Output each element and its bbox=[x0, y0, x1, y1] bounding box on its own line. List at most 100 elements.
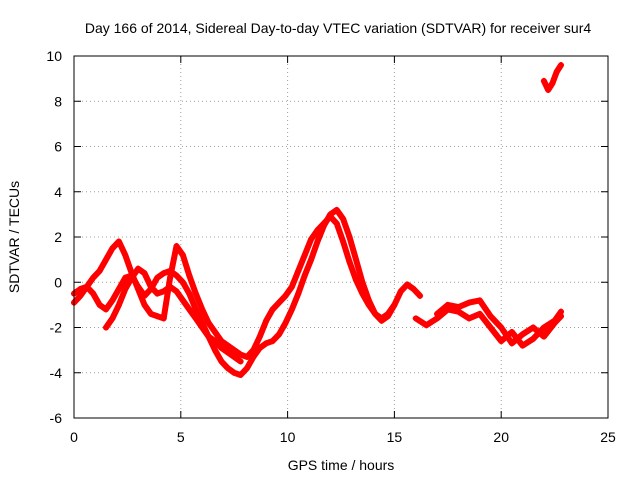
data-point bbox=[122, 286, 129, 293]
data-point bbox=[378, 315, 385, 322]
data-point bbox=[269, 306, 276, 313]
data-point bbox=[211, 338, 218, 345]
data-point bbox=[205, 333, 212, 340]
data-point bbox=[109, 315, 116, 322]
data-point bbox=[487, 324, 494, 331]
data-point bbox=[211, 329, 218, 336]
data-point bbox=[455, 304, 462, 311]
x-tick-label: 10 bbox=[280, 429, 296, 445]
data-point bbox=[224, 349, 231, 356]
data-point bbox=[263, 317, 270, 324]
data-point bbox=[558, 62, 565, 69]
data-point bbox=[160, 315, 167, 322]
data-point bbox=[186, 306, 193, 313]
data-point bbox=[276, 331, 283, 338]
y-tick-label: 8 bbox=[54, 93, 62, 109]
grid bbox=[74, 56, 608, 418]
data-point bbox=[173, 272, 180, 279]
data-point bbox=[308, 236, 315, 243]
x-tick-label: 25 bbox=[600, 429, 616, 445]
data-point bbox=[276, 299, 283, 306]
data-point bbox=[314, 238, 321, 245]
data-point bbox=[231, 353, 238, 360]
data-point bbox=[231, 347, 238, 354]
x-tick-label: 5 bbox=[177, 429, 185, 445]
data-point bbox=[553, 68, 560, 75]
chart-title: Day 166 of 2014, Sidereal Day-to-day VTE… bbox=[85, 20, 591, 36]
data-point bbox=[173, 288, 180, 295]
data-point bbox=[179, 279, 186, 286]
data-point bbox=[487, 313, 494, 320]
data-point bbox=[340, 238, 347, 245]
data-point bbox=[540, 77, 547, 84]
data-point bbox=[314, 227, 321, 234]
data-point bbox=[109, 245, 116, 252]
data-point bbox=[173, 243, 180, 250]
data-point bbox=[186, 290, 193, 297]
data-point bbox=[231, 369, 238, 376]
data-point bbox=[115, 301, 122, 308]
data-point bbox=[476, 310, 483, 317]
data-point bbox=[295, 267, 302, 274]
data-point bbox=[218, 358, 225, 365]
data-point bbox=[466, 299, 473, 306]
data-point bbox=[301, 252, 308, 259]
data-point bbox=[498, 324, 505, 331]
data-point bbox=[301, 272, 308, 279]
data-point bbox=[549, 80, 556, 87]
data-point bbox=[346, 258, 353, 265]
data-point bbox=[160, 270, 167, 277]
data-point bbox=[466, 315, 473, 322]
data-point bbox=[250, 347, 257, 354]
data-point bbox=[128, 274, 135, 281]
data-point bbox=[83, 283, 90, 290]
data-series bbox=[71, 62, 565, 379]
data-point bbox=[192, 306, 199, 313]
data-point bbox=[256, 344, 263, 351]
data-point bbox=[167, 274, 174, 281]
data-point bbox=[186, 272, 193, 279]
data-point bbox=[135, 265, 142, 272]
data-point bbox=[540, 333, 547, 340]
data-point bbox=[103, 324, 110, 331]
x-axis-label: GPS time / hours bbox=[288, 457, 395, 473]
data-point bbox=[250, 353, 257, 360]
y-tick-label: 2 bbox=[54, 229, 62, 245]
data-point bbox=[508, 340, 515, 347]
data-point bbox=[218, 344, 225, 351]
data-point bbox=[308, 256, 315, 263]
data-point bbox=[211, 347, 218, 354]
x-tick-label: 0 bbox=[70, 429, 78, 445]
data-point bbox=[179, 252, 186, 259]
data-point bbox=[397, 288, 404, 295]
series-line bbox=[540, 62, 564, 93]
data-point bbox=[551, 319, 558, 326]
data-point bbox=[96, 267, 103, 274]
y-tick-label: -2 bbox=[50, 320, 63, 336]
data-point bbox=[417, 292, 424, 299]
x-tick-label: 15 bbox=[387, 429, 403, 445]
data-point bbox=[122, 252, 129, 259]
y-tick-label: -6 bbox=[50, 410, 63, 426]
data-point bbox=[372, 310, 379, 317]
plot-frame bbox=[73, 55, 609, 419]
series-sdtvar-track-2 bbox=[71, 213, 398, 360]
data-point bbox=[141, 301, 148, 308]
data-point bbox=[346, 234, 353, 240]
data-point bbox=[282, 292, 289, 299]
data-point bbox=[147, 310, 154, 317]
data-point bbox=[410, 286, 417, 293]
data-point bbox=[519, 331, 526, 338]
series-sdtvar-track-6 bbox=[540, 62, 565, 93]
data-point bbox=[154, 274, 161, 281]
data-point bbox=[218, 338, 225, 345]
data-point bbox=[327, 213, 334, 220]
x-tick-label: 20 bbox=[493, 429, 509, 445]
data-point bbox=[434, 310, 441, 317]
y-tick-label: 0 bbox=[54, 274, 62, 290]
data-point bbox=[199, 324, 206, 331]
data-point bbox=[333, 206, 340, 213]
data-point bbox=[154, 290, 161, 297]
data-point bbox=[295, 290, 302, 297]
